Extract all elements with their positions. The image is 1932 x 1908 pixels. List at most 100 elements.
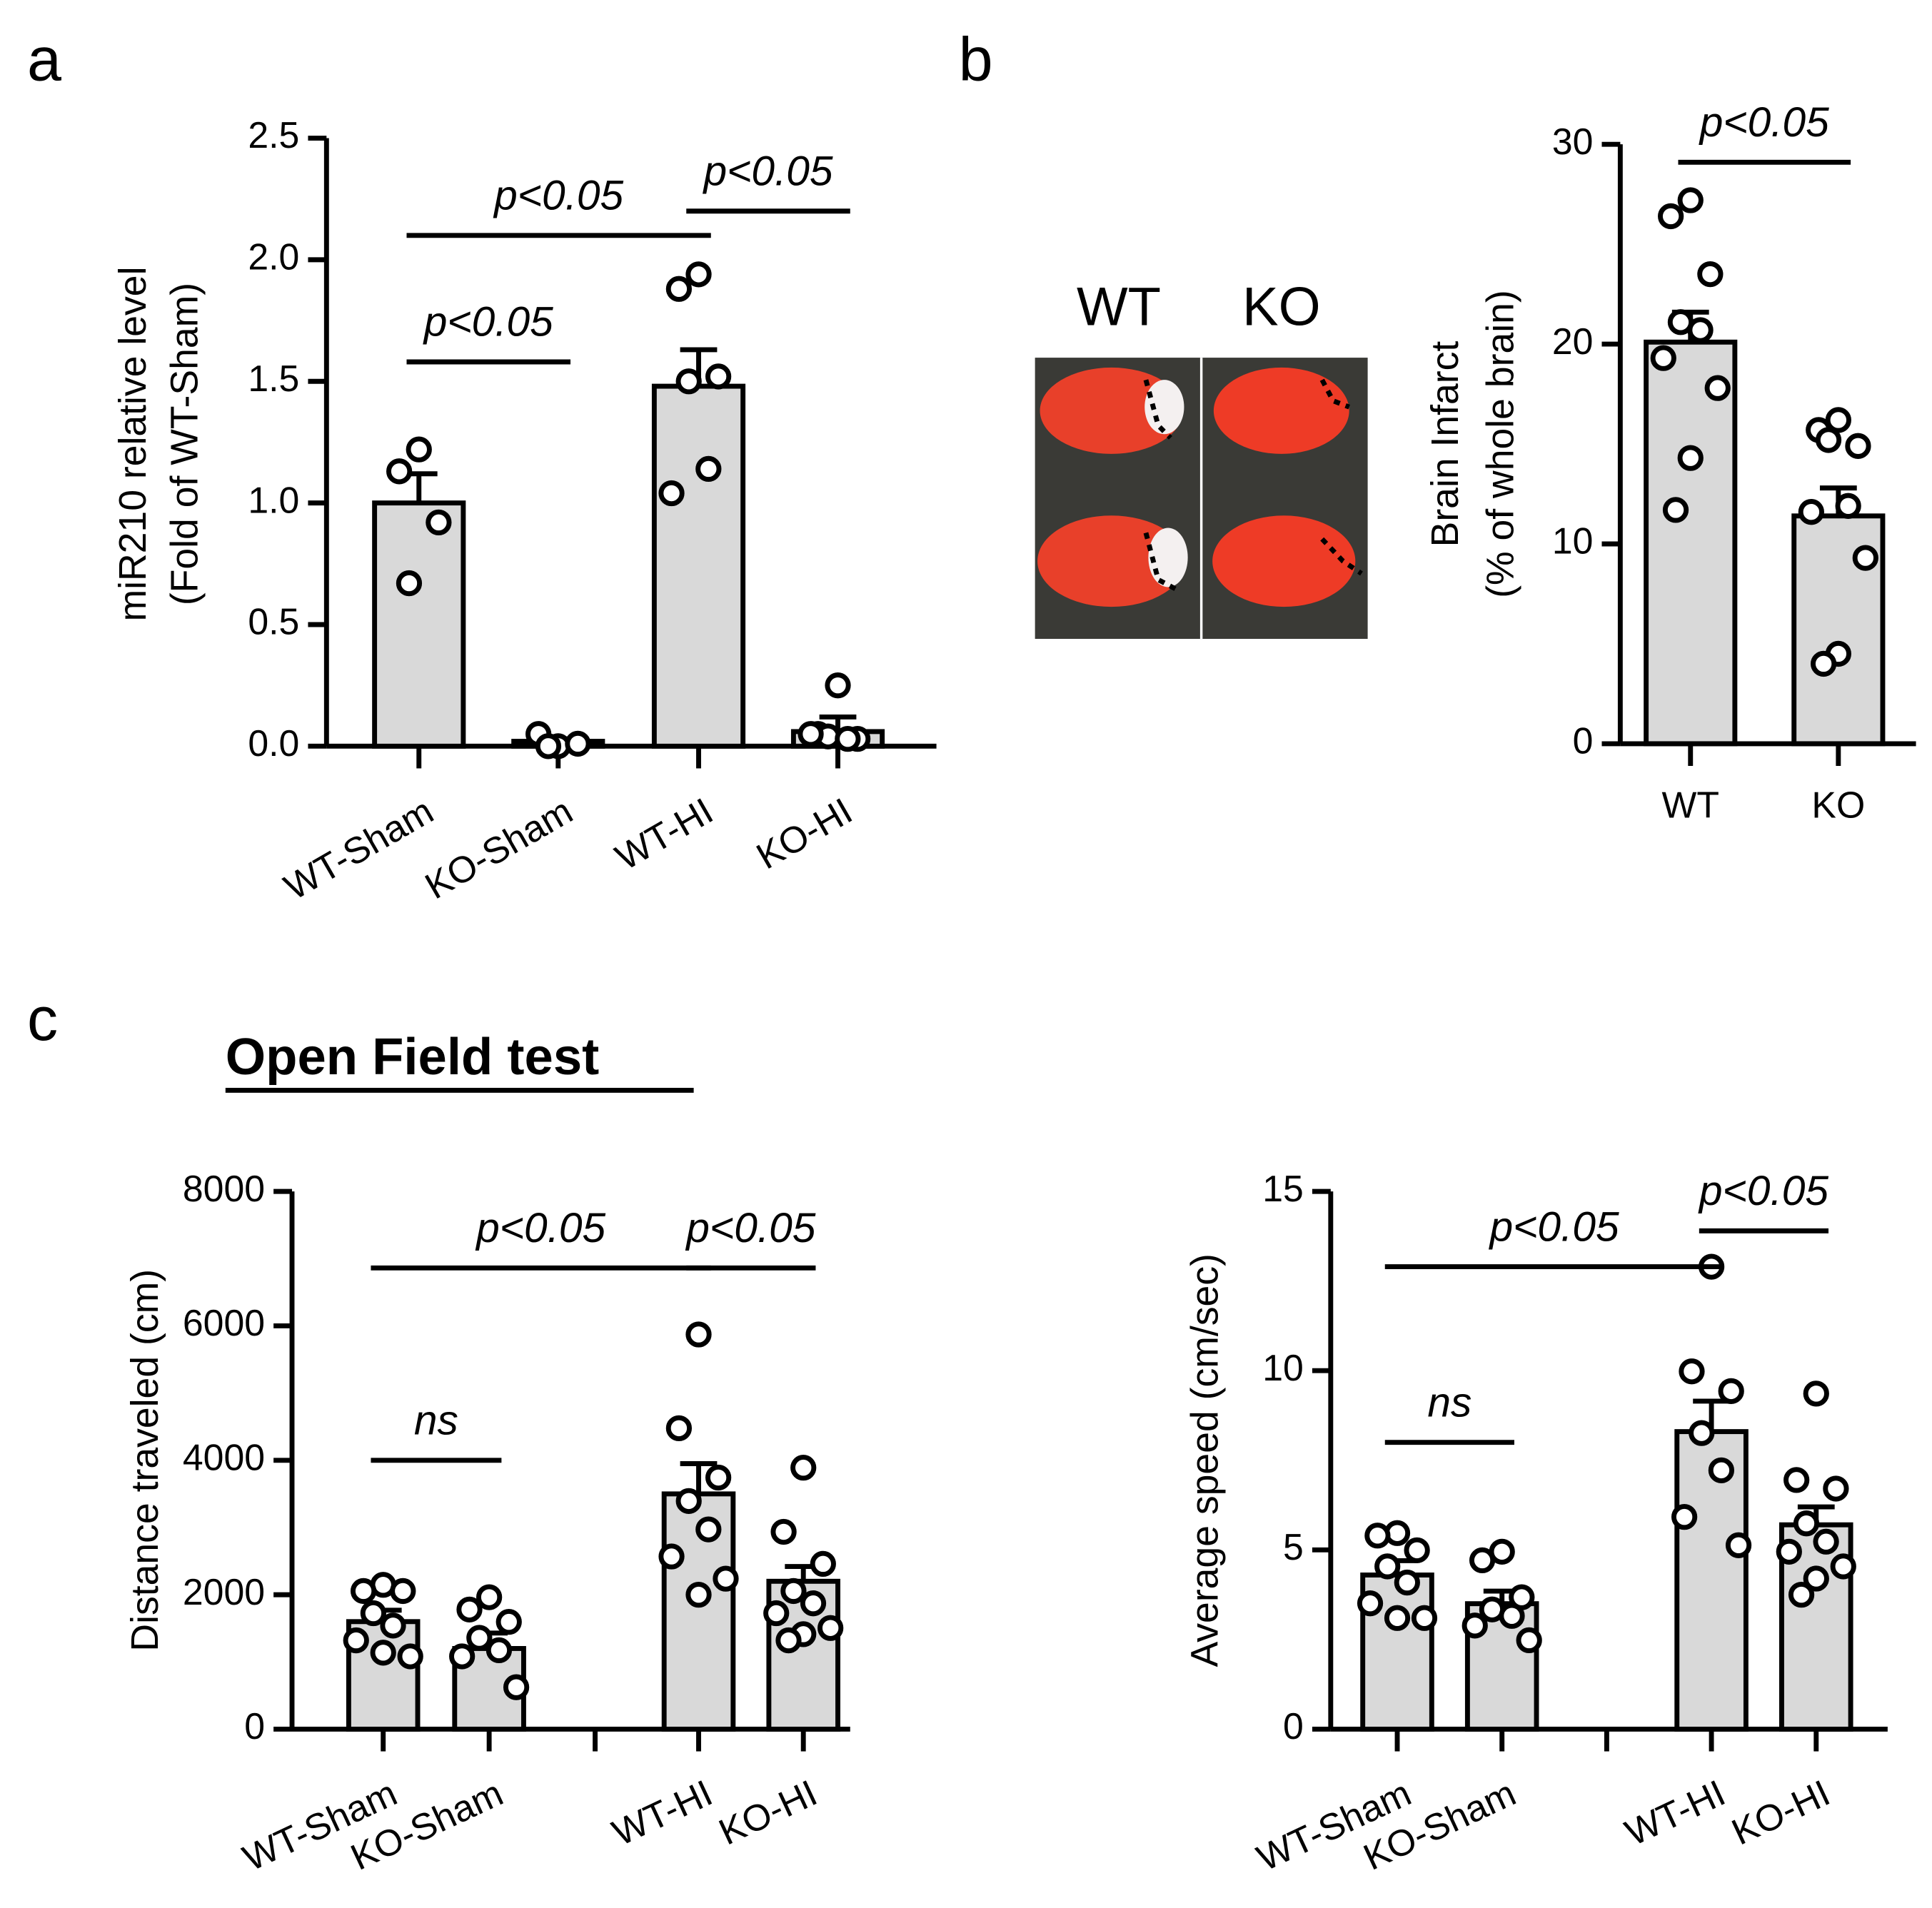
data-point <box>695 1516 722 1543</box>
y-tick-label: 10 <box>1552 520 1594 562</box>
data-point <box>1650 345 1676 371</box>
data-point <box>817 1615 844 1641</box>
significance-label: p<0.05 <box>1698 1168 1828 1214</box>
data-point <box>705 1464 732 1491</box>
y-tick-label: 2000 <box>183 1571 265 1612</box>
significance-label: p<0.05 <box>1489 1203 1619 1250</box>
data-point <box>449 1643 476 1670</box>
data-point <box>1689 1420 1715 1446</box>
data-point <box>835 725 861 752</box>
significance-label: p<0.05 <box>1699 99 1829 146</box>
x-tick-label: KO-Sham <box>418 789 580 907</box>
data-point <box>1798 499 1824 525</box>
data-point <box>1803 1380 1829 1407</box>
data-point <box>1687 317 1714 343</box>
data-point <box>343 1627 369 1654</box>
data-point <box>775 1627 802 1654</box>
data-point <box>1394 1569 1420 1596</box>
significance-label: p<0.05 <box>493 172 623 218</box>
data-point <box>1662 497 1689 523</box>
infarct-area <box>1144 380 1184 435</box>
data-point <box>380 1612 406 1639</box>
bar <box>1644 339 1738 747</box>
x-tick-label: WT-Sham <box>277 789 440 907</box>
x-tick-label: KO-HI <box>750 789 860 877</box>
data-point <box>675 368 702 395</box>
data-point <box>360 1600 387 1627</box>
data-point <box>685 1581 712 1608</box>
data-point <box>1725 1532 1752 1558</box>
y-tick-label: 30 <box>1552 121 1594 162</box>
x-tick-label: KO <box>1811 784 1865 825</box>
y-tick-label: 0 <box>1283 1705 1304 1747</box>
data-point <box>535 733 562 759</box>
data-point <box>685 1321 712 1348</box>
panel-letter: b <box>959 26 993 94</box>
panel-letter: c <box>27 985 58 1054</box>
bar <box>372 500 466 749</box>
x-tick-label: WT-HI <box>1619 1772 1731 1854</box>
panel-letter: a <box>27 26 62 94</box>
y-tick-label: 1.5 <box>248 358 299 399</box>
significance-label: p<0.05 <box>685 1205 815 1251</box>
y-axis-label: Average speed (cm/sec) <box>1184 1253 1226 1667</box>
y-tick-label: 5 <box>1283 1526 1304 1568</box>
data-point <box>685 261 712 288</box>
y-axis-label: (Fold of WT-Sham) <box>163 283 206 605</box>
data-point <box>665 276 693 302</box>
y-tick-label: 8000 <box>183 1168 265 1209</box>
data-point <box>397 1643 423 1670</box>
data-point <box>770 1518 797 1545</box>
y-axis-label: Brain Infarct <box>1424 341 1466 547</box>
data-point <box>1803 1565 1829 1592</box>
data-point <box>1811 650 1837 677</box>
data-point <box>1374 1553 1401 1580</box>
data-point <box>386 458 413 485</box>
brain-slice <box>1213 367 1349 454</box>
data-point <box>1835 493 1861 519</box>
y-tick-label: 0.5 <box>248 601 299 642</box>
data-point <box>825 672 851 699</box>
infarct-outline <box>1320 537 1363 576</box>
data-point <box>1845 433 1871 459</box>
data-point <box>495 1609 522 1635</box>
data-point <box>1813 1528 1839 1555</box>
image-label: KO <box>1242 276 1321 337</box>
data-point <box>1411 1605 1438 1631</box>
data-point <box>565 730 591 757</box>
section-title: Open Field test <box>226 1028 599 1086</box>
data-point <box>713 1565 739 1592</box>
y-tick-label: 0.0 <box>248 722 299 764</box>
data-point <box>1823 1475 1849 1502</box>
y-tick-label: 1.0 <box>248 479 299 520</box>
data-point <box>780 1578 807 1605</box>
data-point <box>1825 407 1851 433</box>
data-point <box>1357 1590 1384 1617</box>
data-point <box>658 480 685 507</box>
data-point <box>1404 1537 1430 1563</box>
data-point <box>426 509 452 536</box>
significance-label: p<0.05 <box>423 299 553 345</box>
data-point <box>665 1415 693 1442</box>
y-tick-label: 2.0 <box>248 236 299 278</box>
data-point <box>1677 445 1704 471</box>
data-point <box>790 1455 817 1481</box>
bar <box>1464 1601 1539 1732</box>
data-point <box>675 1488 702 1514</box>
data-point <box>1708 1457 1735 1483</box>
data-point <box>1679 1358 1705 1385</box>
y-tick-label: 10 <box>1262 1347 1304 1388</box>
data-point <box>1788 1581 1815 1608</box>
significance-label: ns <box>414 1397 458 1443</box>
y-axis-label: Distance traveled (cm) <box>124 1269 166 1652</box>
data-point <box>1469 1547 1496 1574</box>
data-point <box>390 1578 416 1605</box>
data-point <box>1461 1612 1488 1639</box>
data-point <box>800 1590 827 1617</box>
infarct-outline <box>1143 379 1172 440</box>
x-tick-label: KO-HI <box>713 1772 823 1852</box>
data-point <box>1852 545 1878 571</box>
data-point <box>503 1674 530 1700</box>
data-point <box>1718 1378 1744 1404</box>
data-point <box>476 1584 503 1610</box>
